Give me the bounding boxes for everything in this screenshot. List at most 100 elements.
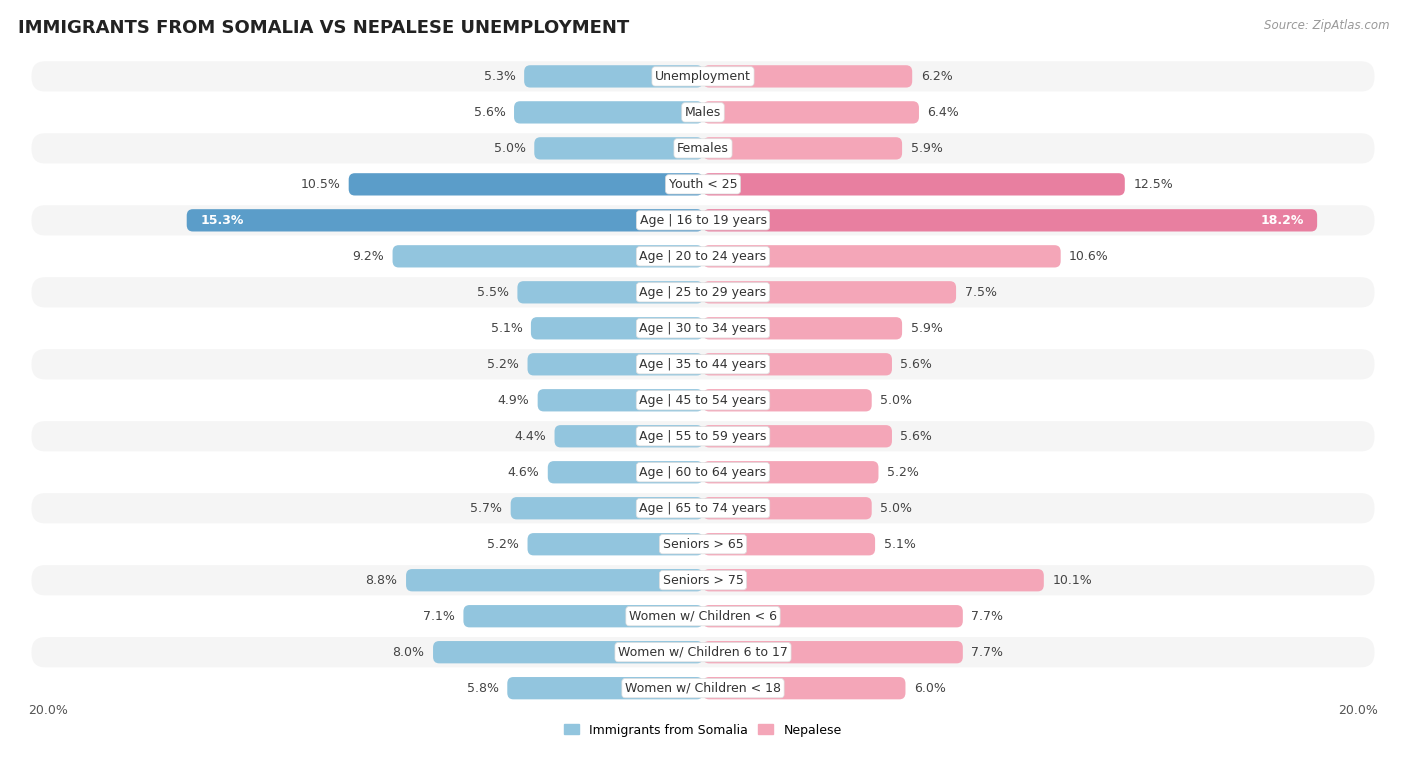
Text: 5.1%: 5.1%	[883, 537, 915, 551]
FancyBboxPatch shape	[31, 349, 1375, 379]
FancyBboxPatch shape	[31, 133, 1375, 164]
Text: Seniors > 75: Seniors > 75	[662, 574, 744, 587]
FancyBboxPatch shape	[508, 677, 703, 699]
Text: Age | 35 to 44 years: Age | 35 to 44 years	[640, 358, 766, 371]
Text: 7.5%: 7.5%	[965, 286, 997, 299]
Text: Age | 60 to 64 years: Age | 60 to 64 years	[640, 466, 766, 478]
Text: 5.0%: 5.0%	[880, 502, 912, 515]
FancyBboxPatch shape	[433, 641, 703, 663]
Text: 5.3%: 5.3%	[484, 70, 516, 83]
FancyBboxPatch shape	[31, 529, 1375, 559]
Text: Youth < 25: Youth < 25	[669, 178, 737, 191]
FancyBboxPatch shape	[703, 569, 1043, 591]
Legend: Immigrants from Somalia, Nepalese: Immigrants from Somalia, Nepalese	[560, 718, 846, 742]
Text: 4.9%: 4.9%	[498, 394, 529, 407]
FancyBboxPatch shape	[31, 313, 1375, 344]
Text: 6.4%: 6.4%	[928, 106, 959, 119]
FancyBboxPatch shape	[703, 677, 905, 699]
Text: 5.6%: 5.6%	[900, 358, 932, 371]
Text: 5.6%: 5.6%	[474, 106, 506, 119]
FancyBboxPatch shape	[703, 317, 903, 339]
FancyBboxPatch shape	[510, 497, 703, 519]
FancyBboxPatch shape	[703, 425, 891, 447]
FancyBboxPatch shape	[703, 461, 879, 484]
FancyBboxPatch shape	[31, 673, 1375, 703]
FancyBboxPatch shape	[703, 101, 920, 123]
Text: IMMIGRANTS FROM SOMALIA VS NEPALESE UNEMPLOYMENT: IMMIGRANTS FROM SOMALIA VS NEPALESE UNEM…	[18, 19, 630, 37]
FancyBboxPatch shape	[703, 497, 872, 519]
FancyBboxPatch shape	[31, 97, 1375, 127]
Text: 5.5%: 5.5%	[477, 286, 509, 299]
FancyBboxPatch shape	[703, 137, 903, 160]
FancyBboxPatch shape	[31, 277, 1375, 307]
Text: 5.2%: 5.2%	[887, 466, 918, 478]
FancyBboxPatch shape	[31, 565, 1375, 595]
Text: 5.0%: 5.0%	[494, 142, 526, 155]
FancyBboxPatch shape	[349, 173, 703, 195]
FancyBboxPatch shape	[527, 533, 703, 556]
Text: Age | 30 to 34 years: Age | 30 to 34 years	[640, 322, 766, 335]
Text: 4.6%: 4.6%	[508, 466, 540, 478]
Text: 5.0%: 5.0%	[880, 394, 912, 407]
Text: 5.9%: 5.9%	[911, 142, 942, 155]
FancyBboxPatch shape	[703, 65, 912, 88]
Text: 5.1%: 5.1%	[491, 322, 523, 335]
Text: Age | 45 to 54 years: Age | 45 to 54 years	[640, 394, 766, 407]
Text: 9.2%: 9.2%	[353, 250, 384, 263]
Text: 7.7%: 7.7%	[972, 609, 1004, 623]
Text: 6.0%: 6.0%	[914, 682, 946, 695]
FancyBboxPatch shape	[703, 389, 872, 412]
Text: 8.8%: 8.8%	[366, 574, 398, 587]
FancyBboxPatch shape	[703, 605, 963, 628]
Text: 5.6%: 5.6%	[900, 430, 932, 443]
Text: 5.8%: 5.8%	[467, 682, 499, 695]
Text: 5.2%: 5.2%	[488, 537, 519, 551]
Text: Females: Females	[678, 142, 728, 155]
Text: Age | 25 to 29 years: Age | 25 to 29 years	[640, 286, 766, 299]
Text: 5.2%: 5.2%	[488, 358, 519, 371]
Text: 15.3%: 15.3%	[200, 213, 243, 227]
Text: Women w/ Children < 18: Women w/ Children < 18	[626, 682, 780, 695]
FancyBboxPatch shape	[464, 605, 703, 628]
Text: Age | 65 to 74 years: Age | 65 to 74 years	[640, 502, 766, 515]
FancyBboxPatch shape	[531, 317, 703, 339]
Text: 6.2%: 6.2%	[921, 70, 952, 83]
Text: 4.4%: 4.4%	[515, 430, 546, 443]
FancyBboxPatch shape	[515, 101, 703, 123]
Text: Source: ZipAtlas.com: Source: ZipAtlas.com	[1264, 19, 1389, 32]
Text: 8.0%: 8.0%	[392, 646, 425, 659]
FancyBboxPatch shape	[534, 137, 703, 160]
FancyBboxPatch shape	[31, 457, 1375, 488]
Text: 7.1%: 7.1%	[423, 609, 456, 623]
FancyBboxPatch shape	[31, 421, 1375, 451]
Text: 10.6%: 10.6%	[1069, 250, 1109, 263]
FancyBboxPatch shape	[517, 281, 703, 304]
FancyBboxPatch shape	[31, 241, 1375, 272]
Text: Women w/ Children 6 to 17: Women w/ Children 6 to 17	[619, 646, 787, 659]
FancyBboxPatch shape	[703, 353, 891, 375]
FancyBboxPatch shape	[527, 353, 703, 375]
Text: Age | 16 to 19 years: Age | 16 to 19 years	[640, 213, 766, 227]
FancyBboxPatch shape	[703, 209, 1317, 232]
FancyBboxPatch shape	[554, 425, 703, 447]
FancyBboxPatch shape	[31, 205, 1375, 235]
FancyBboxPatch shape	[703, 533, 875, 556]
Text: Males: Males	[685, 106, 721, 119]
FancyBboxPatch shape	[31, 170, 1375, 199]
Text: 20.0%: 20.0%	[28, 704, 67, 717]
Text: Age | 20 to 24 years: Age | 20 to 24 years	[640, 250, 766, 263]
FancyBboxPatch shape	[537, 389, 703, 412]
Text: 5.7%: 5.7%	[470, 502, 502, 515]
FancyBboxPatch shape	[524, 65, 703, 88]
FancyBboxPatch shape	[406, 569, 703, 591]
FancyBboxPatch shape	[703, 641, 963, 663]
Text: 18.2%: 18.2%	[1260, 213, 1303, 227]
FancyBboxPatch shape	[31, 385, 1375, 416]
Text: Women w/ Children < 6: Women w/ Children < 6	[628, 609, 778, 623]
FancyBboxPatch shape	[31, 493, 1375, 523]
FancyBboxPatch shape	[703, 173, 1125, 195]
FancyBboxPatch shape	[703, 281, 956, 304]
Text: 12.5%: 12.5%	[1133, 178, 1173, 191]
Text: 5.9%: 5.9%	[911, 322, 942, 335]
FancyBboxPatch shape	[31, 601, 1375, 631]
